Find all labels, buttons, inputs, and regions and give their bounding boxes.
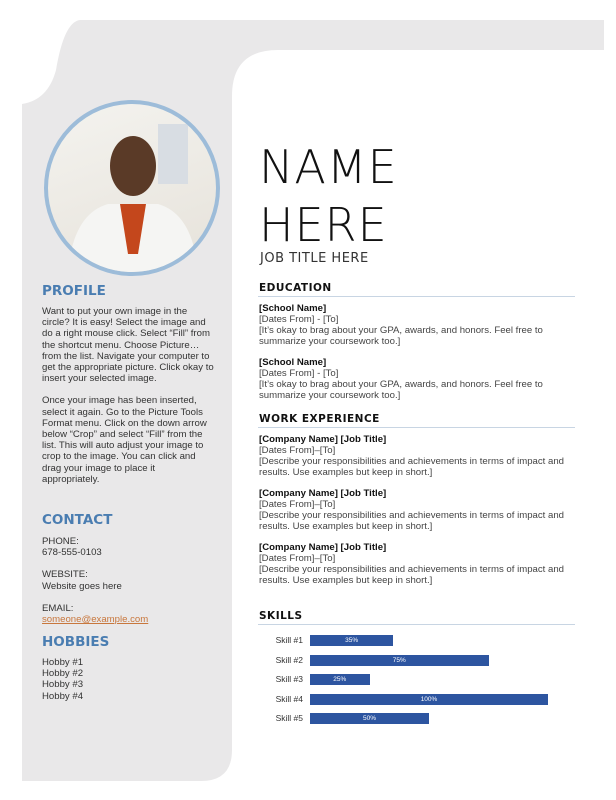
website-value: Website goes here [42, 580, 122, 592]
dates: [Dates From] - [To] [259, 368, 339, 379]
contact-info: PHONE: 678-555-0103 WEBSITE: Website goes … [42, 536, 214, 636]
dates: [Dates From]–[To] [259, 553, 336, 564]
skill-bar: 25% [310, 674, 370, 686]
skill-bar-label: 100% [420, 695, 438, 703]
skill-bar-label: 50% [362, 715, 376, 723]
work-entry: [Company Name] [Job Title] [Dates From]–… [259, 434, 589, 478]
job-title: JOB TITLE HERE [260, 251, 369, 266]
description: [It’s okay to brag about your GPA, award… [259, 325, 543, 347]
work-entry: [Company Name] [Job Title] [Dates From]–… [259, 542, 589, 586]
skill-bar: 75% [310, 654, 489, 666]
name-line: HERE [259, 198, 388, 252]
skill-bar: 35% [310, 635, 394, 646]
hobby-item: Hobby #2 [42, 668, 84, 680]
divider [258, 296, 575, 297]
profile-paragraph: Want to put your own image in the circle… [42, 306, 214, 385]
skill-label: Skill #1 [275, 635, 303, 645]
skill-label: Skill #5 [275, 713, 303, 724]
skill-bar-label: 25% [333, 676, 347, 684]
job-entry-title: [Company Name] [Job Title] [259, 488, 387, 499]
work-heading: WORK EXPERIENCE [259, 413, 380, 425]
profile-heading: PROFILE [42, 283, 106, 299]
name-heading: NAME HERE [259, 138, 398, 254]
hobbies-list: Hobby #1 Hobby #2 Hobby #3 Hobby #4 [42, 657, 214, 702]
job-entry-title: [Company Name] [Job Title] [259, 434, 387, 445]
profile-photo[interactable] [44, 100, 220, 276]
skill-label: Skill #2 [275, 654, 303, 665]
dates: [Dates From] - [To] [259, 314, 339, 325]
phone-value: 678-555-0103 [42, 547, 102, 559]
description: [Describe your responsibilities and achi… [259, 564, 565, 586]
dates: [Dates From]–[To] [259, 499, 336, 510]
hobby-item: Hobby #4 [42, 690, 84, 702]
person-photo-icon [68, 124, 198, 272]
school-name: [School Name] [259, 357, 327, 368]
divider [258, 624, 575, 625]
hobby-item: Hobby #3 [42, 679, 84, 691]
description: [Describe your responsibilities and achi… [259, 510, 565, 532]
work-entry: [Company Name] [Job Title] [Dates From]–… [259, 488, 589, 532]
skill-bar: 100% [310, 693, 548, 705]
skill-bar-label: 35% [345, 637, 359, 644]
hobby-item: Hobby #1 [42, 657, 84, 668]
school-name: [School Name] [259, 303, 327, 314]
skill-label: Skill #3 [275, 674, 303, 685]
email-label: EMAIL: [42, 602, 74, 614]
contact-heading: CONTACT [42, 512, 113, 528]
education-entry: [School Name] [Dates From] - [To] [It’s … [259, 357, 589, 401]
skills-heading: SKILLS [259, 610, 303, 622]
description: [Describe your responsibilities and achi… [259, 456, 565, 478]
skill-label: Skill #4 [275, 693, 303, 704]
name-line: NAME [259, 140, 398, 194]
hobbies-heading: HOBBIES [42, 634, 110, 650]
website-label: WEBSITE: [42, 569, 88, 581]
skill-bar-label: 75% [392, 656, 406, 664]
description: [It’s okay to brag about your GPA, award… [259, 379, 543, 401]
education-heading: EDUCATION [259, 282, 332, 294]
phone-label: PHONE: [42, 536, 79, 547]
job-entry-title: [Company Name] [Job Title] [259, 542, 387, 553]
divider [258, 427, 575, 428]
dates: [Dates From]–[To] [259, 445, 336, 456]
profile-paragraph: Once your image has been inserted, selec… [42, 395, 207, 485]
education-entry: [School Name] [Dates From] - [To] [It’s … [259, 303, 589, 347]
skill-bar: 50% [310, 713, 429, 725]
profile-text: Want to put your own image in the circle… [42, 306, 214, 496]
email-link[interactable]: someone@example.com [42, 614, 149, 626]
